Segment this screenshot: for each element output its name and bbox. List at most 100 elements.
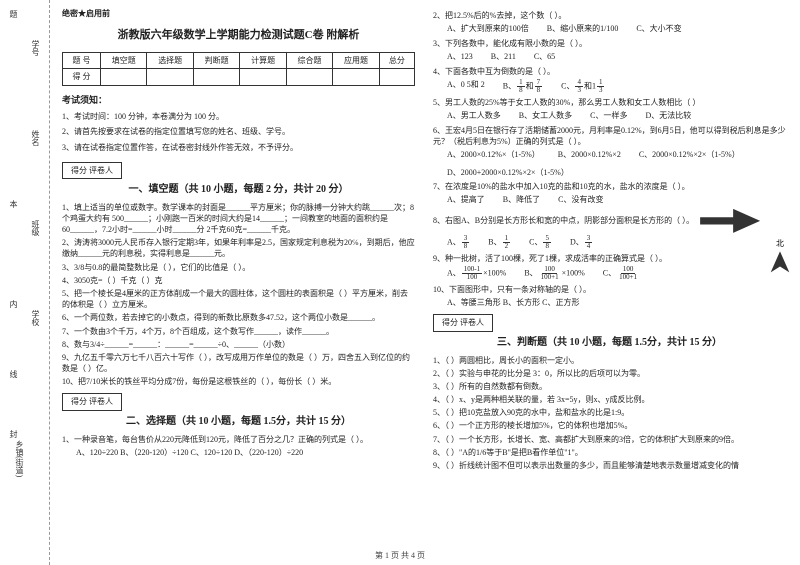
q2-3-opts: A、123 B、211 C、65 bbox=[433, 51, 786, 63]
notice-list: 1、考试时间：100 分钟，本卷满分为 100 分。 2、请首先按要求在试卷的指… bbox=[62, 111, 415, 154]
binding-margin: 学号 姓名 班级 学校 乡镇(街道) 题 本 内 线 封 bbox=[0, 0, 50, 565]
score-box: 得分 评卷人 bbox=[62, 393, 122, 411]
q3-2: 2、（ ）实验与申花的比分是 3：0，所以比的后项可以为零。 bbox=[433, 368, 786, 379]
score-row-label: 得 分 bbox=[63, 69, 101, 86]
section-3-title: 三、判断题（共 10 小题，每题 1.5分，共计 15 分） bbox=[433, 336, 786, 351]
opt: C、一样多 bbox=[590, 110, 627, 122]
opt: B、缩小原来的1/100 bbox=[547, 23, 619, 35]
opt: A、123 bbox=[447, 51, 473, 63]
opt: C、65 bbox=[534, 51, 555, 63]
q1-4: 4、3050克=（ ）千克（ ）克 bbox=[62, 275, 415, 286]
q3-6: 6、（ ）一个正方形的棱长增加5%，它的体积也增加5%。 bbox=[433, 420, 786, 431]
opt: C、大小不变 bbox=[636, 23, 681, 35]
q2-5: 5、男工人数的25%等于女工人数的30%，那么男工人数和女工人数相比（ ） bbox=[433, 97, 786, 108]
score-cell bbox=[101, 69, 147, 86]
score-box: 得分 评卷人 bbox=[62, 162, 122, 180]
q3-8: 8、（ ）"A的1/6等于B"是把B看作单位"1"。 bbox=[433, 447, 786, 458]
q1-7: 7、一个数由3个千万，4个万，8个百组成，这个数写作______，读作_____… bbox=[62, 326, 415, 337]
exam-page: 学号 姓名 班级 学校 乡镇(街道) 题 本 内 线 封 绝密★启用前 浙教版六… bbox=[0, 0, 800, 565]
q2-9-opts: A、100-1100×100% B、100100+1×100% C、100100… bbox=[433, 266, 786, 281]
q1-8: 8、数与3/4÷______=______：______=______÷0、__… bbox=[62, 339, 415, 350]
q1-10: 10、把7/10米长的铁丝平均分成7份，每份是这根铁丝的（ ），每份长（ ）米。 bbox=[62, 376, 415, 387]
score-header: 选择题 bbox=[147, 52, 193, 69]
section-2-title: 二、选择题（共 10 小题，每题 1.5分，共计 15 分） bbox=[62, 415, 415, 430]
q2-6: 6、王宏4月5日在银行存了活期储蓄2000元，月利率是0.12%，到6月5日，他… bbox=[433, 125, 786, 147]
q3-4: 4、（ ）x、y是两种相关联的量，若 3x=5y，则x、y成反比例。 bbox=[433, 394, 786, 405]
seal-char: 题 bbox=[8, 10, 19, 18]
secret-label: 绝密★启用前 bbox=[62, 8, 415, 20]
opt: D、无法比较 bbox=[645, 110, 691, 122]
score-header: 总分 bbox=[379, 52, 414, 69]
opt: C、没有改变 bbox=[558, 194, 603, 206]
opt: A、100-1100×100% bbox=[447, 266, 506, 281]
right-column: 2、把12.5%后的%去掉，这个数（ ）。 A、扩大到原来的100倍 B、缩小原… bbox=[433, 8, 786, 561]
q1-6: 6、一个两位数，若去掉它的小数点，得到的新数比原数多47.52，这个两位小数是_… bbox=[62, 312, 415, 323]
q2-6-opts: A、2000×0.12%×（1-5%） B、2000×0.12%×2 C、200… bbox=[433, 149, 786, 178]
exam-title: 浙教版六年级数学上学期能力检测试题C卷 附解析 bbox=[62, 28, 415, 44]
q2-3: 3、下列各数中，能化成有限小数的是（ ）。 bbox=[433, 38, 786, 49]
seal-char: 内 bbox=[8, 300, 19, 308]
opt: D、34 bbox=[570, 235, 593, 250]
opt: C、2000×0.12%×2×（1-5%） bbox=[639, 149, 740, 161]
content-columns: 绝密★启用前 浙教版六年级数学上学期能力检测试题C卷 附解析 题 号 填空题 选… bbox=[50, 0, 800, 565]
margin-label-school: 学校 bbox=[30, 310, 41, 326]
opt: D、2000+2000×0.12%×2×（1-5%） bbox=[447, 167, 569, 179]
compass-label: 北 bbox=[766, 238, 794, 249]
q2-10: 10、下面图形中，只有一条对称轴的是（ ）。 bbox=[433, 284, 786, 295]
opt: A、0 5和 2 bbox=[447, 79, 485, 94]
score-header: 计算题 bbox=[240, 52, 286, 69]
arrow-shape-icon bbox=[700, 209, 760, 233]
q2-8: 8、右图A、B分别是长方形长和宽的中点，阴影部分面积是长方形的（ ）。 bbox=[433, 209, 786, 233]
seal-char: 线 bbox=[8, 370, 19, 378]
opt: A、2000×0.12%×（1-5%） bbox=[447, 149, 540, 161]
q2-10-opts: A、等腰三角形 B、长方形 C、正方形 bbox=[433, 297, 786, 308]
score-header: 题 号 bbox=[63, 52, 101, 69]
q2-4-opts: A、0 5和 2 B、18和78 C、43和113 bbox=[433, 79, 786, 94]
margin-label-id: 学号 bbox=[30, 40, 41, 56]
q2-4: 4、下面各数中互为倒数的是（ ）。 bbox=[433, 66, 786, 77]
q1-1: 1、填上适当的单位或数字。数学课本的封面是______平方厘米；你的脉搏一分钟大… bbox=[62, 202, 415, 236]
q1-3: 3、3/8与0.8的最简整数比是（ ），它们的比值是（ ）。 bbox=[62, 262, 415, 273]
q3-5: 5、（ ）把10克盐放入90克的水中，盐和盐水的比是1:9。 bbox=[433, 407, 786, 418]
notice-item: 2、请首先按要求在试卷的指定位置填写您的姓名、班级、学号。 bbox=[62, 126, 415, 138]
opt: B、降低了 bbox=[503, 194, 540, 206]
notice-heading: 考试须知： bbox=[62, 94, 415, 107]
notice-item: 3、请在试卷指定位置作答，在试卷密封线外作答无效，不予评分。 bbox=[62, 142, 415, 154]
seal-char: 本 bbox=[8, 200, 19, 208]
q2-8-opts: A、38 B、12 C、58 D、34 bbox=[433, 235, 786, 250]
score-header: 填空题 bbox=[101, 52, 147, 69]
opt: A、提高了 bbox=[447, 194, 485, 206]
opt: C、58 bbox=[529, 235, 552, 250]
opt: B、211 bbox=[491, 51, 516, 63]
q2-2: 2、把12.5%后的%去掉，这个数（ ）。 bbox=[433, 10, 786, 21]
q2-1: 1、一种录音笔，每台售价从220元降低到120元，降低了百分之几？正确的列式是（… bbox=[62, 434, 415, 445]
section-1-title: 一、填空题（共 10 小题，每题 2 分，共计 20 分） bbox=[62, 183, 415, 198]
opt: B、100100+1×100% bbox=[524, 266, 584, 281]
margin-label-name: 姓名 bbox=[30, 130, 41, 146]
q3-3: 3、（ ）所有的自然数都有倒数。 bbox=[433, 381, 786, 392]
score-table: 题 号 填空题 选择题 判断题 计算题 综合题 应用题 总分 得 分 bbox=[62, 52, 415, 86]
page-footer: 第 1 页 共 4 页 bbox=[0, 550, 800, 561]
q3-1: 1、（ ）两圆相比，周长小的面积一定小。 bbox=[433, 355, 786, 366]
seal-char: 封 bbox=[8, 430, 19, 438]
opt: C、100100+1 bbox=[603, 266, 640, 281]
compass-icon: 北 bbox=[766, 238, 794, 279]
opt: B、女工人数多 bbox=[519, 110, 572, 122]
score-box: 得分 评卷人 bbox=[433, 314, 493, 332]
north-arrow-icon bbox=[766, 249, 794, 277]
opt: A、男工人数多 bbox=[447, 110, 501, 122]
left-column: 绝密★启用前 浙教版六年级数学上学期能力检测试题C卷 附解析 题 号 填空题 选… bbox=[62, 8, 415, 561]
opt: B、12 bbox=[488, 235, 511, 250]
q2-5-opts: A、男工人数多 B、女工人数多 C、一样多 D、无法比较 bbox=[433, 110, 786, 122]
q3-9: 9、（ ）折线统计图不但可以表示出数量的多少，而且能够清楚地表示数量增减变化的情 bbox=[433, 460, 786, 471]
opt: C、43和113 bbox=[561, 79, 605, 94]
q3-7: 7、（ ）一个长方形，长增长、宽、高都扩大到原来的3倍，它的体积扩大到原来的9倍… bbox=[433, 434, 786, 445]
score-header: 应用题 bbox=[333, 52, 379, 69]
q2-7-opts: A、提高了 B、降低了 C、没有改变 bbox=[433, 194, 786, 206]
q1-2: 2、涛涛将3000元人民币存入银行定期3年，如果年利率是2.5，国家规定利息税为… bbox=[62, 237, 415, 259]
q1-5: 5、把一个棱长是4厘米的正方体削成一个最大的圆柱体，这个圆柱的表面积是（ ）平方… bbox=[62, 288, 415, 310]
opt: A、扩大到原来的100倍 bbox=[447, 23, 529, 35]
score-header: 综合题 bbox=[286, 52, 332, 69]
margin-label-town: 乡镇(街道) bbox=[14, 440, 25, 477]
score-header: 判断题 bbox=[193, 52, 239, 69]
